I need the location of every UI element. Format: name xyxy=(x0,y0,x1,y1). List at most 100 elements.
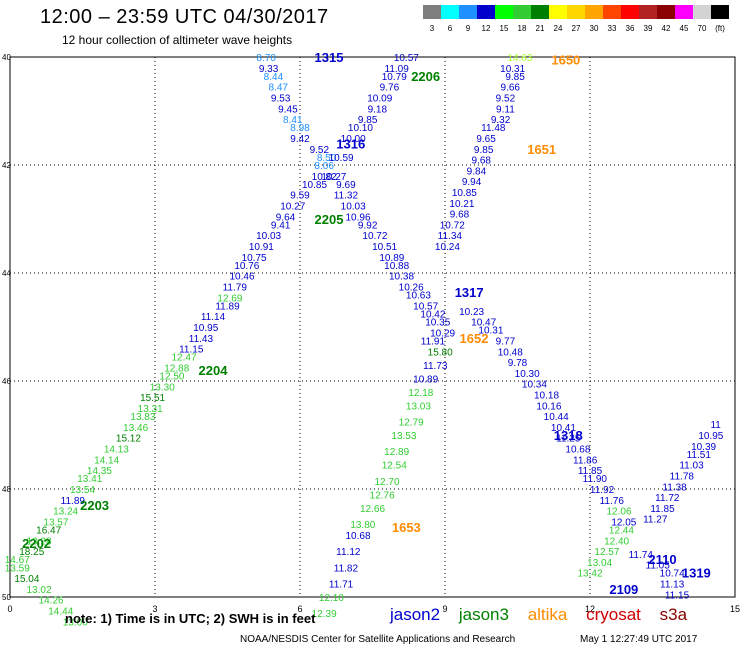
wave-height-value: 10.59 xyxy=(329,153,354,164)
wave-height-value: 12.40 xyxy=(604,536,629,547)
legend-s3a: s3a xyxy=(659,605,688,624)
wave-height-value: 12.50 xyxy=(159,372,184,383)
wave-height-value: 10.35 xyxy=(425,318,450,329)
wave-height-value: 10.72 xyxy=(362,231,387,242)
scale-label: 15 xyxy=(500,24,509,33)
scale-label: 3 xyxy=(430,24,435,33)
scale-swatch xyxy=(585,5,603,19)
wave-height-value: 10.38 xyxy=(389,272,414,283)
wave-height-value: 14.63 xyxy=(507,53,532,64)
wave-height-value: 10.57 xyxy=(394,53,419,64)
wave-height-value: 10.27 xyxy=(280,202,305,213)
wave-height-value: 11.15 xyxy=(179,345,204,356)
wave-height-value: 15.12 xyxy=(116,434,141,445)
wave-height-value: 8.41 xyxy=(283,115,303,126)
pass-time-label: 1316 xyxy=(336,136,365,151)
wave-height-value: 9.85 xyxy=(505,72,525,83)
wave-height-value: 10.41 xyxy=(551,423,576,434)
scale-label: 18 xyxy=(518,24,527,33)
scale-swatch xyxy=(657,5,675,19)
wave-height-value: 9.68 xyxy=(450,210,470,221)
wave-height-value: 15.51 xyxy=(140,393,165,404)
wave-height-value: 14.14 xyxy=(94,455,119,466)
wave-height-value: 11.85 xyxy=(578,466,603,477)
scale-label: 21 xyxy=(536,24,545,33)
wave-height-value: 11.78 xyxy=(670,472,695,483)
wave-height-value: 12.70 xyxy=(374,477,399,488)
wave-height-value: 12.39 xyxy=(312,609,337,620)
wave-height-value: 10.27 xyxy=(321,172,346,183)
wave-height-value: 10.42 xyxy=(420,310,445,321)
scale-label: 6 xyxy=(448,24,453,33)
wave-height-value: 18.25 xyxy=(19,547,44,558)
scale-label: 33 xyxy=(608,24,617,33)
wave-height-value: 11.72 xyxy=(655,493,680,504)
wave-height-value: 13.03 xyxy=(406,401,431,412)
wave-height-value: 9.53 xyxy=(271,94,291,105)
scale-label: 70 xyxy=(698,24,707,33)
wave-height-value: 15.04 xyxy=(14,574,39,585)
pass-time-label: 2206 xyxy=(411,69,440,84)
wave-height-value: 13.83 xyxy=(130,412,155,423)
scale-swatch xyxy=(531,5,549,19)
wave-height-value: 10.24 xyxy=(435,242,460,253)
pass-time-label: 2110 xyxy=(648,552,676,567)
wave-height-value: 10.79 xyxy=(382,72,407,83)
wave-height-value: 11.90 xyxy=(583,474,608,485)
wave-height-value: 12.47 xyxy=(171,353,196,364)
wave-height-value: 9.42 xyxy=(290,134,310,145)
wave-height-value: 14.26 xyxy=(39,596,64,607)
wave-height-value: 10.46 xyxy=(229,272,254,283)
scale-swatch xyxy=(639,5,657,19)
y-tick-label: 44 xyxy=(2,269,11,278)
wave-height-value: 11.09 xyxy=(385,64,410,75)
wave-height-value: 11.79 xyxy=(223,283,248,294)
wave-height-value: 10.63 xyxy=(406,291,431,302)
page-title: 12:00 – 23:59 UTC 04/30/2017 xyxy=(40,6,329,28)
wave-height-value: 9.66 xyxy=(501,83,521,94)
wave-height-value: 10.00 xyxy=(341,134,366,145)
wave-height-value: 10.68 xyxy=(565,445,590,456)
wave-height-value: 9.84 xyxy=(467,166,487,177)
scale-label: 27 xyxy=(572,24,581,33)
wave-height-value: 11.15 xyxy=(665,590,690,601)
pass-time-label: 2204 xyxy=(199,363,229,378)
wave-height-value: 12.06 xyxy=(606,507,631,518)
wave-height-value: 11.27 xyxy=(643,515,668,526)
wave-height-value: 11 xyxy=(710,420,721,431)
wave-height-value: 13.02 xyxy=(26,585,51,596)
legend-jason3: jason3 xyxy=(458,605,509,624)
wave-height-value: 10.44 xyxy=(544,412,569,423)
wave-height-value: 10.23 xyxy=(459,307,484,318)
wave-height-value: 9.69 xyxy=(336,180,356,191)
wave-height-value: 11.32 xyxy=(334,191,359,202)
pass-time-label: 1651 xyxy=(527,142,556,157)
wave-height-value: 13.00 xyxy=(63,617,88,628)
wave-height-value: 14.67 xyxy=(5,555,30,566)
wave-height-value: 8.44 xyxy=(264,72,284,83)
wave-height-value: 12.18 xyxy=(408,388,433,399)
wave-height-value: 8.70 xyxy=(256,53,276,64)
wave-height-value: 11.82 xyxy=(334,563,359,574)
wave-height-value: 13.24 xyxy=(53,507,78,518)
wave-height-value: 13.54 xyxy=(70,485,95,496)
scale-swatch xyxy=(621,5,639,19)
wave-height-value: 9.18 xyxy=(368,104,388,115)
pass-time-label: 1318 xyxy=(554,428,583,443)
wave-height-value: 13.46 xyxy=(123,423,148,434)
wave-height-value: 9.59 xyxy=(290,191,310,202)
pass-time-label: 2202 xyxy=(22,536,51,551)
legend-cryosat: cryosat xyxy=(586,605,641,624)
wave-height-value: 16.47 xyxy=(36,526,61,537)
wave-height-value: 11.34 xyxy=(438,231,463,242)
scale-swatch xyxy=(459,5,477,19)
wave-height-value: 13.41 xyxy=(77,474,102,485)
wave-height-value: 9.52 xyxy=(496,94,516,105)
scale-label: 12 xyxy=(482,24,491,33)
wave-height-value: 11.03 xyxy=(679,461,704,472)
y-tick-label: 50 xyxy=(2,593,11,602)
x-tick-label: 12 xyxy=(585,604,595,614)
wave-height-value: 12.69 xyxy=(217,293,242,304)
wave-height-value: 11.76 xyxy=(600,496,625,507)
wave-height-value: 10.76 xyxy=(234,261,259,272)
